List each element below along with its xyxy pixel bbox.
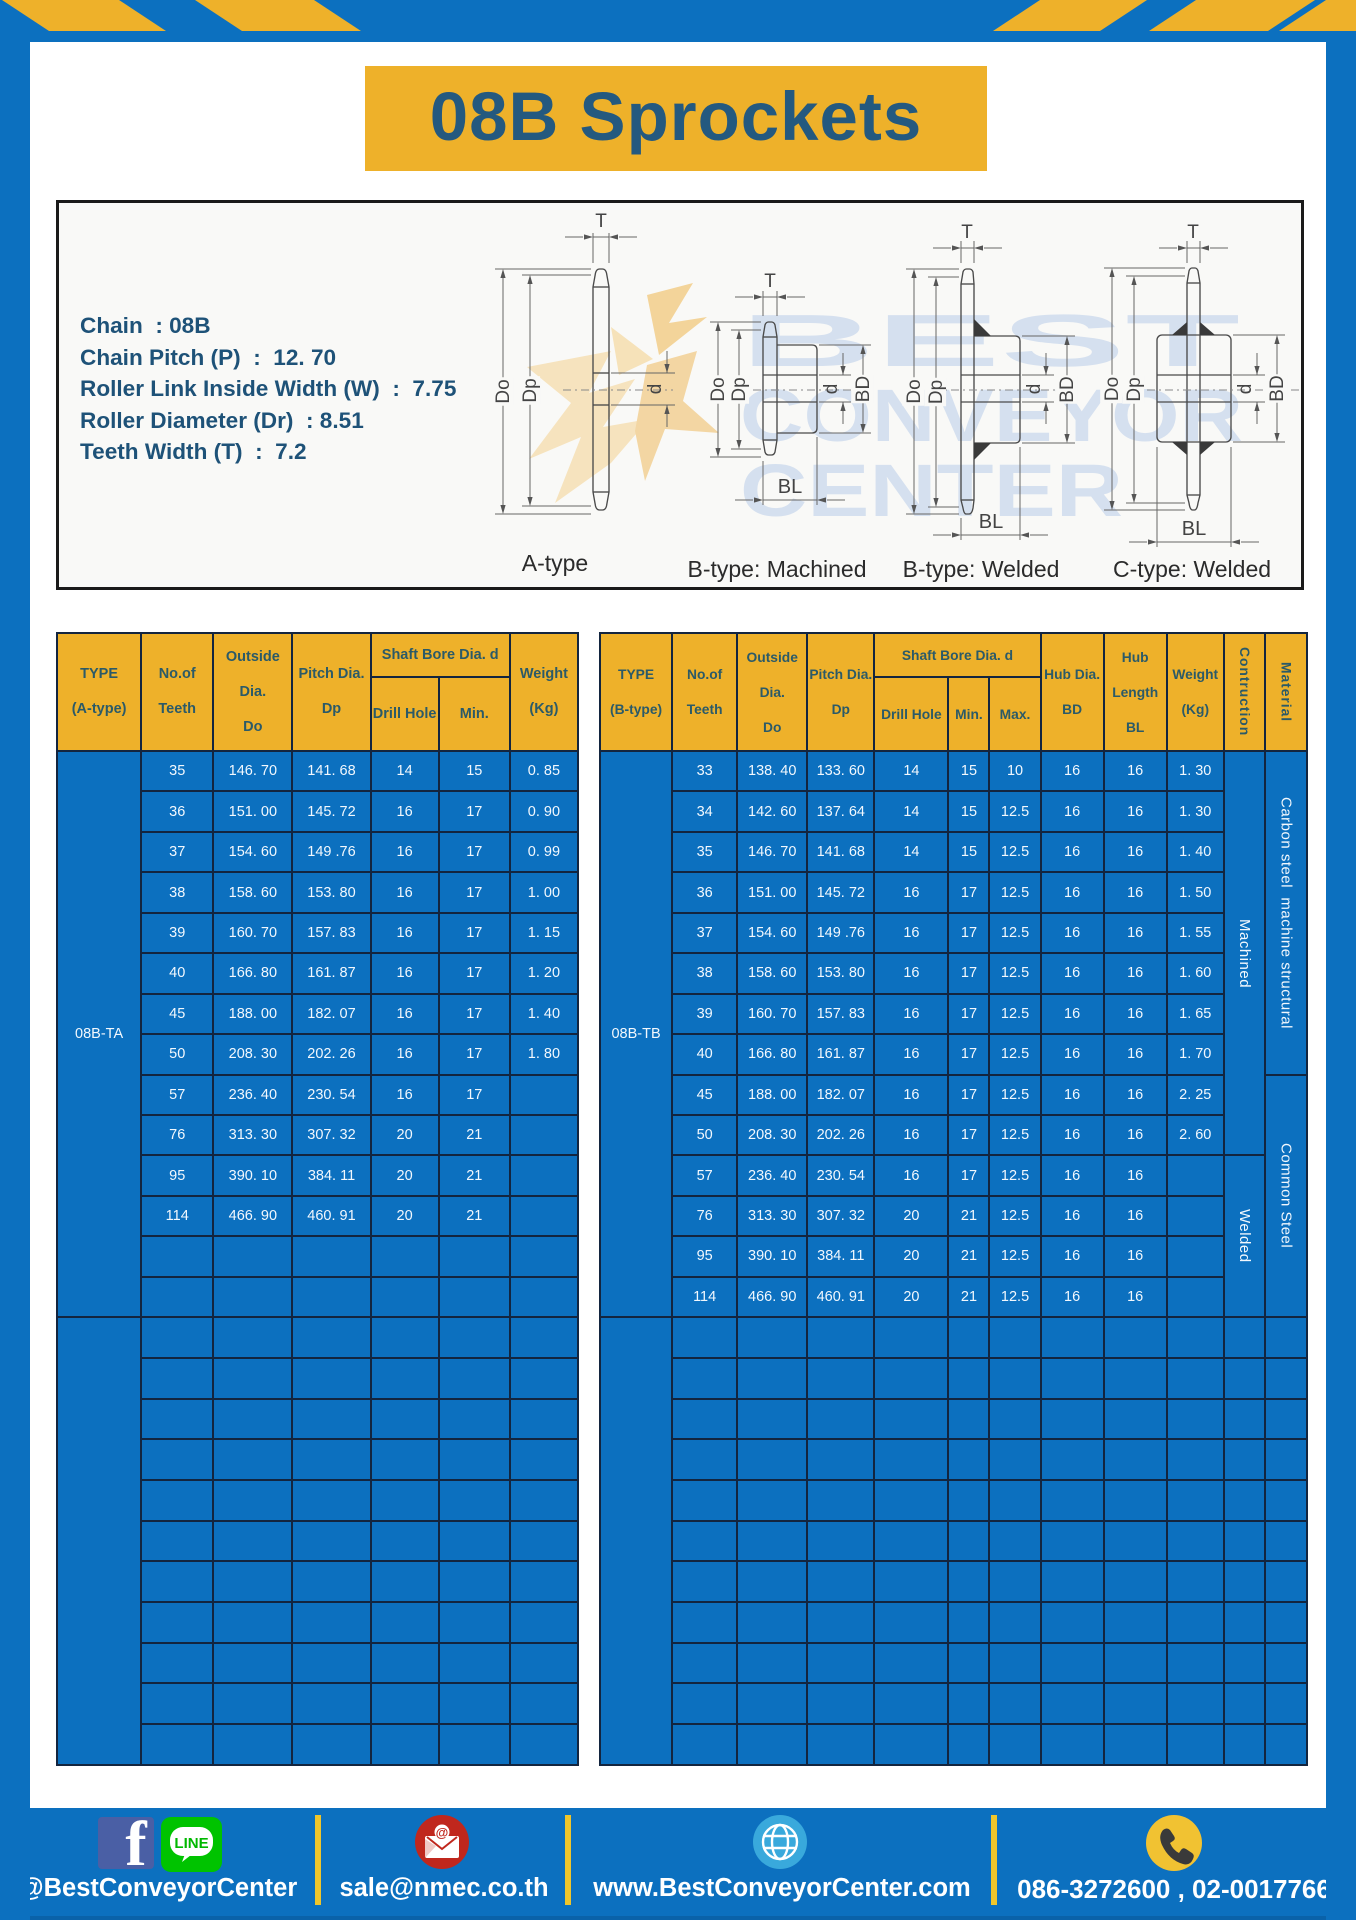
svg-text:d: d [1024,384,1045,395]
svg-text:LINE: LINE [174,1835,208,1852]
svg-text:@: @ [436,1825,449,1840]
svg-text:BL: BL [979,511,1003,533]
svg-text:Do: Do [708,377,729,401]
svg-text:BL: BL [1182,518,1206,540]
svg-text:f: f [125,1808,147,1879]
svg-text:C-type: Welded: C-type: Welded [1113,556,1271,582]
svg-text:B-type: Welded: B-type: Welded [903,556,1060,582]
svg-text:Do: Do [493,379,514,403]
svg-text:BD: BD [1057,376,1078,402]
svg-text:Do: Do [904,379,925,403]
svg-text:Dp: Dp [520,378,541,402]
svg-text:T: T [595,211,607,232]
svg-text:Dp: Dp [926,380,947,404]
svg-text:BD: BD [853,376,874,402]
svg-text:BD: BD [1267,375,1288,401]
svg-text:T: T [764,271,776,292]
svg-text:Dp: Dp [1124,377,1145,401]
svg-text:T: T [1187,222,1199,243]
svg-text:Dp: Dp [729,377,750,401]
svg-text:Do: Do [1102,377,1123,401]
svg-text:B-type: Machined: B-type: Machined [688,556,867,582]
svg-text:T: T [961,222,973,243]
svg-text:BEST: BEST [740,299,1240,382]
svg-text:CENTER: CENTER [740,449,1123,532]
svg-text:d: d [645,384,666,395]
svg-text:A-type: A-type [522,550,588,576]
svg-text:CONVEYOR: CONVEYOR [740,374,1243,457]
svg-text:d: d [821,384,842,395]
svg-text:d: d [1235,384,1256,395]
svg-text:BL: BL [778,476,802,498]
